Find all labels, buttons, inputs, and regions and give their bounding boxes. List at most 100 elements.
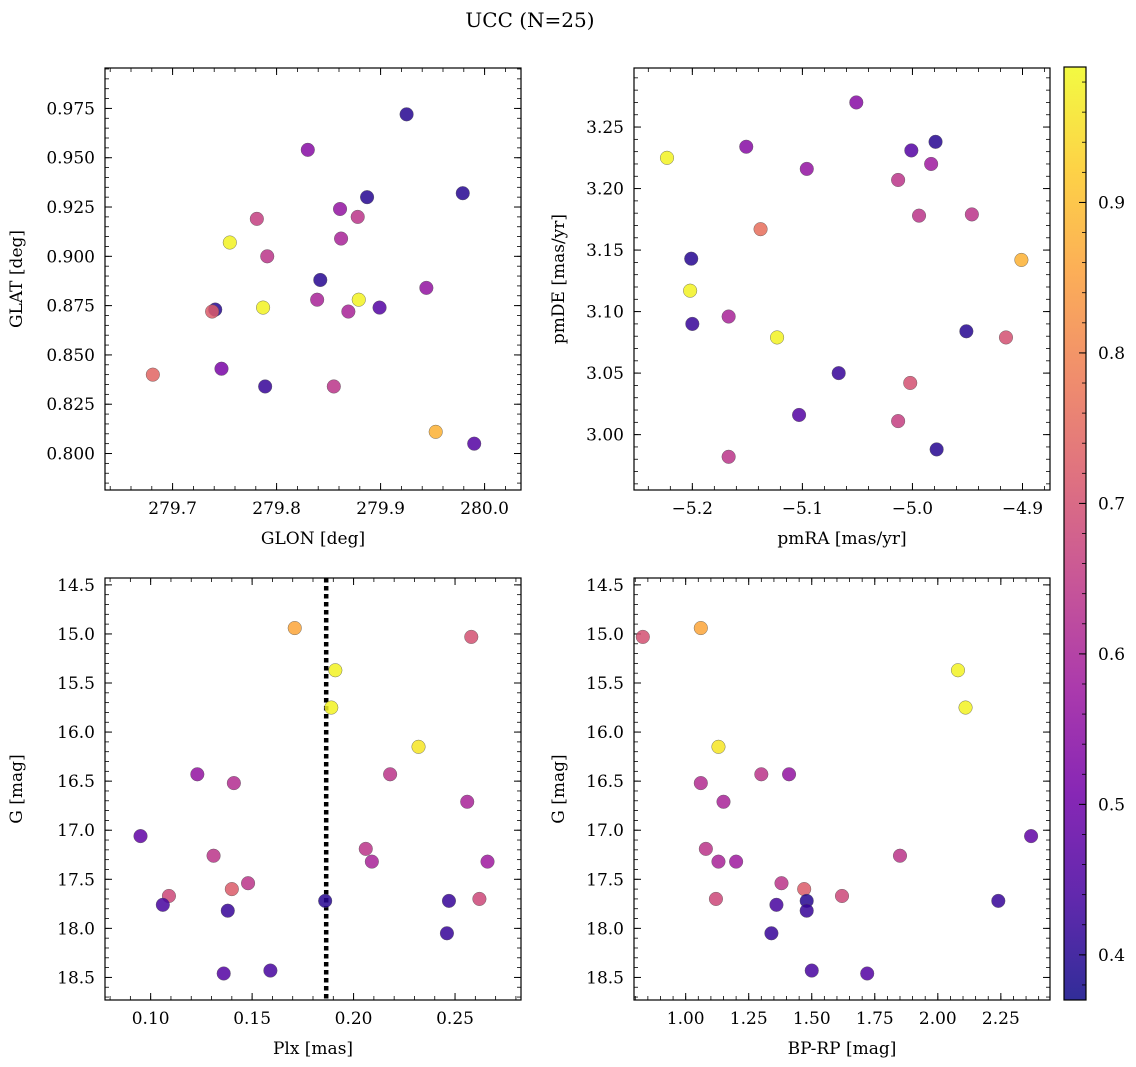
scatter-point [216,966,231,981]
y-tick-label: 0.925 [46,198,95,218]
scatter-point [904,143,919,158]
x-tick-label: 2.25 [982,1009,1020,1029]
scatter-point [241,876,256,891]
scatter-point [372,300,387,315]
scatter-point [260,249,275,264]
scatter-point [310,292,325,307]
scatter-point [399,107,414,122]
y-tick-label: 3.10 [586,303,624,323]
scatter-point [324,700,339,715]
scatter-point [428,424,443,439]
y-tick-label: 0.975 [46,99,95,119]
colorbar-tick-label: 0.4 [1098,946,1125,966]
figure-title: UCC (N=25) [465,8,594,32]
scatter-point [831,366,846,381]
subplot-bprp-g: 1.00 1.25 1.50 1.75 2.00 2.25 14.5 15.0 15.5 16.0… [549,576,1051,1059]
y-axis-label: GLAT [deg] [7,230,27,328]
scatter-point [929,442,944,457]
y-tick-label: 18.5 [586,968,624,988]
scatter-point [351,292,366,307]
x-tick-label: −5.0 [892,499,933,519]
y-tick-label: 0.875 [46,297,95,317]
scatter-point [774,876,789,891]
y-tick-label: 18.0 [586,919,624,939]
y-tick-label: 14.5 [586,576,624,596]
scatter-point [959,324,974,339]
axes-frame [633,577,1051,1001]
scatter-point [782,767,797,782]
scatter-point [797,882,812,897]
scatter-point [693,776,708,791]
scatter-point [721,309,736,324]
y-tick-label: 15.0 [586,625,624,645]
y-tick-label: 3.20 [586,180,624,200]
scatter-point [460,794,475,809]
scatter-point [1024,829,1039,844]
scatter-point [256,300,271,315]
scatter-point [769,897,784,912]
scatter-point [660,150,675,165]
colorbar-tick-label: 0.6 [1098,645,1125,665]
scatter-point [799,903,814,918]
y-axis-label: G [mag] [7,754,27,823]
y-axis-label: G [mag] [549,754,569,823]
scatter-point [333,201,348,216]
scatter-point [903,375,918,390]
y-tick-label: 0.850 [46,346,95,366]
y-tick-label: 14.5 [57,576,95,596]
scatter-point [383,767,398,782]
y-tick-label: 16.5 [57,772,95,792]
scatter-point [1014,252,1029,267]
scatter-point [258,379,273,394]
scatter-point [684,251,699,266]
x-axis-label: pmRA [mas/yr] [777,529,906,549]
scatter-point [328,663,343,678]
scatter-point [287,621,302,636]
x-axis-label: GLON [deg] [261,529,365,549]
scatter-point [249,211,264,226]
scatter-point [912,208,927,223]
y-tick-label: 0.950 [46,149,95,169]
scatter-point [226,776,241,791]
x-tick-label: 0.20 [335,1009,373,1029]
scatter-point [205,304,220,319]
scatter-point [263,963,278,978]
y-tick-label: 15.5 [57,674,95,694]
subplot-plx-g: 0.10 0.15 0.20 0.25 14.5 15.0 15.5 16.0 16.5 17.0… [7,576,522,1059]
scatter-point [224,882,239,897]
scatter-point [313,272,328,287]
x-tick-label: −4.9 [1002,499,1043,519]
scatter-point [222,235,237,250]
colorbar-tick-label: 0.7 [1098,494,1125,514]
y-tick-label: 16.5 [586,772,624,792]
scatter-point [133,829,148,844]
y-tick-label: 17.5 [57,870,95,890]
scatter-point [214,361,229,376]
scatter-point [924,156,939,171]
scatter-point [190,767,205,782]
scatter-point [753,222,768,237]
scatter-point [860,966,875,981]
scatter-point [360,190,375,205]
scatter-point [480,854,495,869]
scatter-point [792,407,807,422]
x-tick-label: 1.50 [793,1009,831,1029]
x-tick-label: 279.9 [356,499,405,519]
scatter-point [835,888,850,903]
scatter-point [341,304,356,319]
y-tick-label: 3.15 [586,241,624,261]
x-axis-label: BP-RP [mag] [788,1039,897,1059]
scatter-point [350,209,365,224]
x-tick-label: 1.25 [730,1009,768,1029]
scatter-point [698,841,713,856]
x-tick-label: 2.00 [919,1009,957,1029]
scatter-point [411,739,426,754]
scatter-point [685,316,700,331]
scatter-point [964,207,979,222]
scatter-point [998,330,1013,345]
y-axis-label: pmDE [mas/yr] [549,214,569,344]
y-tick-label: 0.800 [46,445,95,465]
scatter-point [764,926,779,941]
scatter-point [950,663,965,678]
